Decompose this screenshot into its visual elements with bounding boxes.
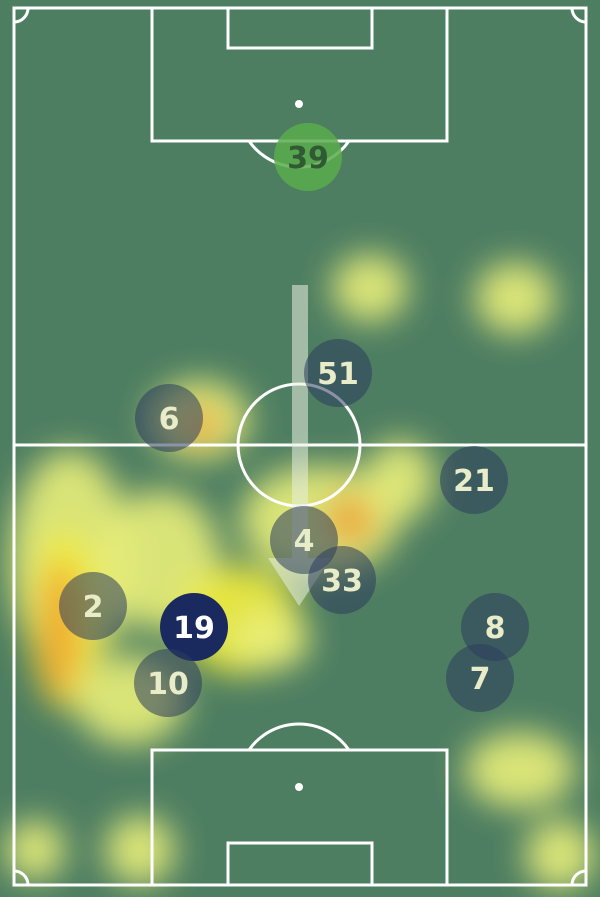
heat-blob	[475, 262, 555, 334]
bottom-penalty-arc	[247, 722, 351, 751]
player-circle[interactable]	[160, 593, 228, 661]
heatmap-layer	[5, 254, 595, 890]
player-marker-51[interactable]: 51	[304, 339, 372, 407]
player-circle[interactable]	[461, 593, 529, 661]
top-goal-area	[226, 6, 374, 50]
heat-blob	[465, 732, 575, 808]
player-number: 4	[294, 524, 315, 559]
heat-blob	[365, 440, 435, 520]
player-number: 10	[147, 667, 189, 702]
player-circle[interactable]	[274, 123, 342, 191]
heat-blob	[230, 610, 310, 670]
player-marker-10[interactable]: 10	[134, 649, 202, 717]
top-penalty-spot	[295, 100, 303, 108]
player-number: 39	[287, 141, 329, 176]
player-number: 21	[453, 464, 495, 499]
heat-blob	[332, 254, 408, 322]
player-circle[interactable]	[134, 649, 202, 717]
player-marker-33[interactable]: 33	[308, 546, 376, 614]
corner-arc	[570, 869, 587, 886]
player-circle[interactable]	[446, 644, 514, 712]
player-number: 6	[159, 402, 180, 437]
corner-arc	[13, 869, 30, 886]
player-circle[interactable]	[308, 546, 376, 614]
player-circle[interactable]	[135, 384, 203, 452]
player-marker-2[interactable]: 2	[59, 572, 127, 640]
player-number: 8	[485, 611, 506, 646]
heat-blob	[325, 495, 375, 545]
player-marker-7[interactable]: 7	[446, 644, 514, 712]
player-number: 33	[321, 564, 363, 599]
player-marker-21[interactable]: 21	[440, 446, 508, 514]
bottom-goal-area	[226, 841, 374, 887]
player-number: 51	[317, 357, 359, 392]
player-number: 2	[83, 590, 104, 625]
corner-arc	[570, 7, 587, 24]
player-marker-19[interactable]: 19	[160, 593, 228, 661]
heat-blob	[105, 815, 175, 885]
top-penalty-box	[150, 6, 449, 143]
player-circle[interactable]	[440, 446, 508, 514]
player-marker-6[interactable]: 6	[135, 384, 203, 452]
bottom-penalty-spot	[295, 783, 303, 791]
heat-blob	[5, 820, 65, 880]
player-circle[interactable]	[59, 572, 127, 640]
players-layer: 39 51 6 21 433 2 19 8 7 10	[59, 123, 529, 717]
player-circle[interactable]	[304, 339, 372, 407]
corner-arc	[13, 7, 30, 24]
bottom-penalty-box	[150, 748, 449, 887]
player-marker-8[interactable]: 8	[461, 593, 529, 661]
player-number: 19	[173, 611, 215, 646]
player-number: 7	[470, 662, 491, 697]
player-marker-39[interactable]: 39	[274, 123, 342, 191]
